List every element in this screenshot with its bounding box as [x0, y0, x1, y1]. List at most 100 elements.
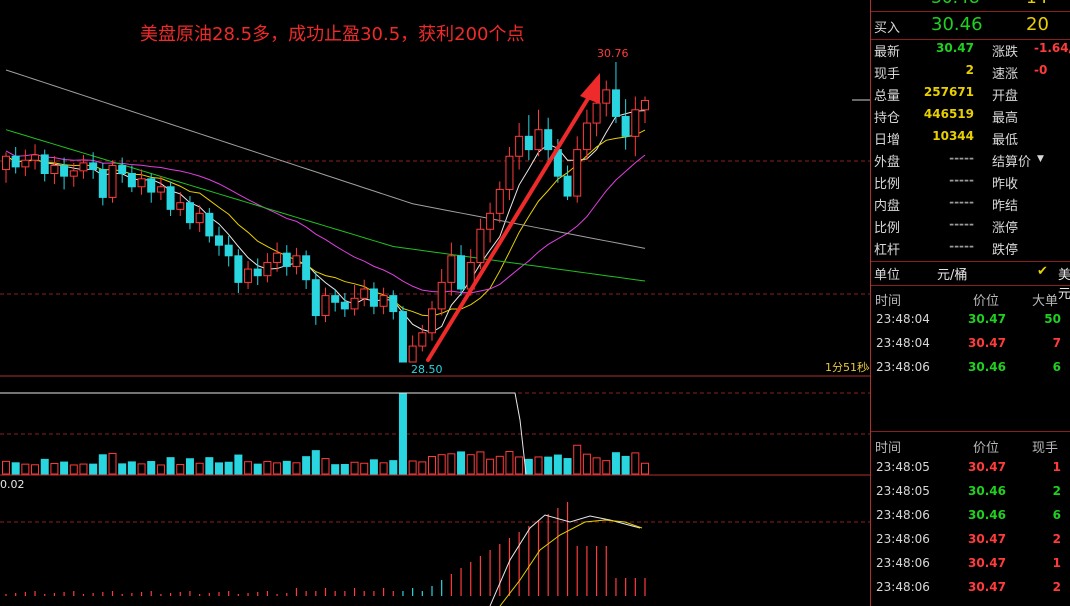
trade-price: 30.47: [968, 580, 1006, 594]
stat-label-2: 最高: [992, 111, 1019, 126]
trade-volume: 2: [1052, 580, 1061, 594]
candle-body: [215, 235, 223, 246]
trade-time: 23:48:06: [876, 532, 930, 546]
trade-row: 23:48:04 30.47 50: [871, 312, 1070, 336]
volume-bar: [282, 460, 291, 475]
currency-label[interactable]: 美元: [1057, 268, 1070, 302]
volume-bar: [118, 463, 127, 475]
stat-row: 日增 10344 最低: [871, 129, 1070, 151]
candle-body: [176, 202, 185, 210]
stat-label: 日增: [874, 133, 901, 148]
candle-body: [50, 165, 59, 175]
trade-row: 23:48:06 30.47 2: [871, 580, 1070, 604]
stat-value: 30.47: [936, 41, 974, 55]
candle-body: [2, 155, 10, 171]
volume-bar: [40, 458, 49, 475]
chevron-down-icon[interactable]: ▼: [1037, 154, 1044, 164]
candle-body: [156, 186, 165, 193]
candle-body: [292, 255, 301, 267]
countdown-arrow-icon: ›: [866, 363, 870, 374]
volume-bar: [321, 458, 330, 475]
buy-size: 20: [1026, 14, 1049, 35]
volume-bar: [79, 463, 88, 475]
candle-body: [118, 165, 127, 175]
candle-body: [185, 202, 194, 224]
volume-bar: [515, 456, 524, 475]
stat-label: 内盘: [874, 199, 901, 214]
check-icon[interactable]: ✔: [1037, 264, 1048, 279]
stat-label-2: 昨收: [992, 177, 1019, 192]
volume-bar: [428, 456, 436, 475]
candle-body: [244, 268, 253, 283]
volume-bar: [127, 461, 136, 475]
headline-text: 美盘原油28.5多，成功止盈30.5，获利200个点: [140, 24, 525, 45]
macd-bars: [5, 502, 646, 606]
stat-label-2: 昨结: [992, 199, 1019, 214]
chart-grid: [0, 99, 870, 523]
trade-row: 23:48:06 30.46 6: [871, 508, 1070, 532]
trade-volume: 1: [1052, 460, 1061, 474]
volume-bar: [398, 393, 407, 475]
stat-label-2[interactable]: 结算价: [992, 155, 1032, 170]
trade-time: 23:48:06: [876, 508, 930, 522]
stat-row: 杠杆 ----- 跌停: [871, 239, 1070, 261]
volume-bar: [553, 454, 562, 475]
candle-body: [21, 159, 30, 168]
candle-body: [457, 255, 466, 290]
trade-price: 30.47: [968, 460, 1006, 474]
quote-sidebar: 30.48 14 买入 30.46 20 最新 30.47 涨跌 -1.64/5 现手 2…: [870, 0, 1070, 606]
trade-volume: 7: [1052, 336, 1061, 350]
candle-body: [369, 288, 378, 307]
kline-chart-panel[interactable]: 美盘原油28.5多，成功止盈30.5，获利200个点 30.76 28.50 1…: [0, 0, 870, 606]
sell-row: 30.48 14: [871, 0, 1070, 10]
volume-bar: [447, 453, 456, 475]
candle-body: [360, 288, 369, 299]
candle-body: [263, 261, 272, 277]
arrow-shaft: [426, 90, 594, 362]
stat-label-2: 涨停: [992, 221, 1019, 236]
trade-row: 23:48:05 30.46 2: [871, 484, 1070, 508]
volume-bar: [11, 462, 20, 475]
stat-row: 最新 30.47 涨跌 -1.64/5: [871, 41, 1070, 63]
macd-dea-line: [499, 519, 643, 606]
volume-bar: [176, 464, 185, 475]
trade-volume: 1: [1052, 556, 1061, 570]
trade-time: 23:48:06: [876, 556, 930, 570]
volume-bar: [592, 457, 601, 475]
arrow-head: [580, 73, 600, 104]
candle-body: [447, 255, 456, 283]
candle-body: [524, 135, 533, 151]
volume-bar: [89, 463, 98, 475]
ma120-line: [5, 69, 646, 249]
candle-body: [311, 279, 320, 317]
volume-bar: [389, 460, 398, 475]
candle-body: [234, 255, 243, 283]
volume-bar: [234, 454, 243, 475]
trade-price: 30.46: [968, 508, 1006, 522]
volume-bar: [331, 464, 340, 475]
candle-body: [592, 102, 601, 124]
buy-price: 30.46: [931, 14, 983, 35]
kline-chart[interactable]: 美盘原油28.5多，成功止盈30.5，获利200个点 30.76 28.50 1…: [0, 0, 870, 606]
volume-bar: [253, 463, 262, 475]
candle-body: [31, 154, 40, 161]
stat-label-2: 最低: [992, 133, 1019, 148]
volume-bar: [437, 454, 446, 475]
countdown-label: 1分51秒: [825, 360, 868, 374]
sell-size: 14: [1026, 0, 1048, 8]
macd-dif-line: [489, 514, 641, 606]
candle-body: [331, 295, 340, 303]
stat-value: 446519: [923, 107, 974, 121]
volume-bar: [244, 461, 253, 475]
candle-body: [398, 311, 407, 363]
volume-bar: [350, 461, 359, 475]
candle-body: [544, 129, 553, 151]
candle-body: [224, 244, 233, 257]
stat-label: 持仓: [874, 111, 901, 126]
volume-bar: [292, 462, 301, 475]
candle-body: [505, 155, 514, 190]
volume-bar: [544, 456, 553, 475]
volume-bar: [641, 462, 649, 475]
stat-row: 比例 ----- 涨停: [871, 217, 1070, 239]
stat-value: -----: [949, 151, 974, 165]
